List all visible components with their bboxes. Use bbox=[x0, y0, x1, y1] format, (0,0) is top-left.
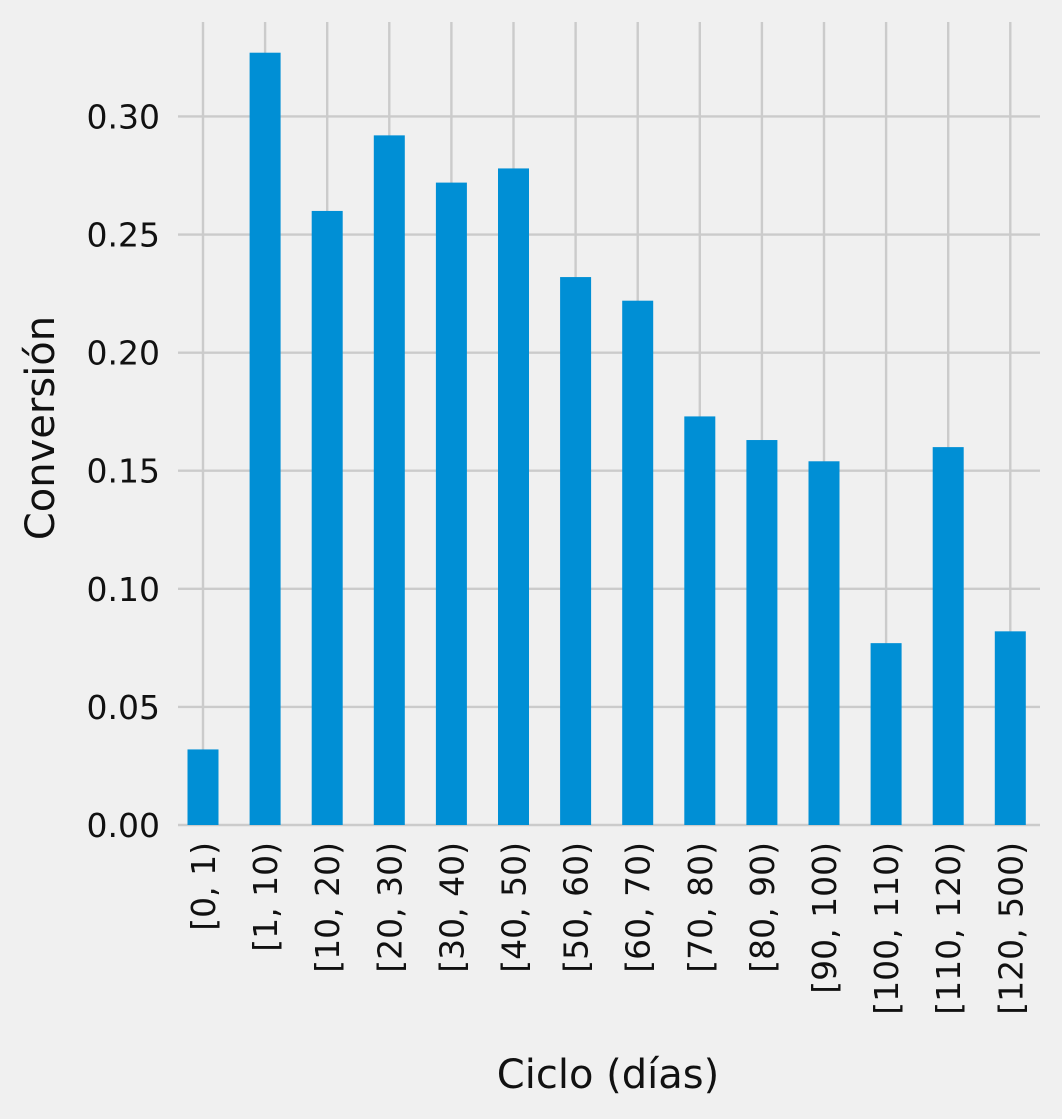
bar bbox=[622, 300, 654, 825]
x-tick-label: [70, 80) bbox=[681, 842, 720, 973]
x-tick-label: [50, 60) bbox=[557, 842, 596, 973]
bars-layer bbox=[187, 52, 1026, 826]
x-tick-label: [60, 70) bbox=[619, 842, 658, 973]
x-tick-label: [110, 120) bbox=[929, 842, 968, 1015]
x-tick-label: [30, 40) bbox=[432, 842, 471, 973]
y-tick-label: 0.05 bbox=[87, 688, 160, 727]
bar bbox=[187, 749, 219, 825]
y-tick-label: 0.00 bbox=[87, 806, 160, 845]
bar bbox=[498, 168, 529, 825]
x-tick-label: [40, 50) bbox=[495, 842, 534, 973]
bar bbox=[994, 631, 1026, 825]
bar bbox=[560, 277, 592, 826]
y-tick-label: 0.15 bbox=[87, 452, 160, 491]
x-axis-label: Ciclo (días) bbox=[497, 1052, 719, 1098]
x-tick-label: [120, 500) bbox=[991, 842, 1030, 1015]
y-tick-label: 0.30 bbox=[87, 97, 160, 136]
bar bbox=[249, 52, 281, 825]
bar bbox=[746, 440, 778, 825]
x-tick-label: [0, 1) bbox=[184, 842, 223, 931]
x-tick-label: [100, 110) bbox=[867, 842, 906, 1015]
y-tick-label: 0.25 bbox=[87, 216, 160, 255]
bar bbox=[870, 643, 902, 825]
x-tick-label: [20, 30) bbox=[370, 842, 409, 973]
bar bbox=[932, 447, 964, 825]
x-tick-label: [1, 10) bbox=[246, 842, 285, 952]
plot-area bbox=[178, 22, 1040, 825]
x-tick-labels: [0, 1) [1, 10) [10, 20) [20, 30) [30, 40) [40… bbox=[184, 842, 1030, 1015]
bar bbox=[808, 461, 840, 825]
bar bbox=[373, 135, 405, 826]
y-tick-labels: 0.00 0.05 0.10 0.15 0.20 0.25 0.30 bbox=[87, 97, 160, 845]
bar bbox=[311, 210, 343, 826]
x-tick-label: [90, 100) bbox=[805, 842, 844, 994]
x-tick-label: [80, 90) bbox=[743, 842, 782, 973]
y-axis-label: Conversión bbox=[18, 316, 64, 540]
x-tick-label: [10, 20) bbox=[308, 842, 347, 973]
y-tick-label: 0.20 bbox=[87, 334, 160, 373]
bar bbox=[435, 182, 467, 826]
y-tick-label: 0.10 bbox=[87, 570, 160, 609]
bar bbox=[684, 416, 716, 825]
